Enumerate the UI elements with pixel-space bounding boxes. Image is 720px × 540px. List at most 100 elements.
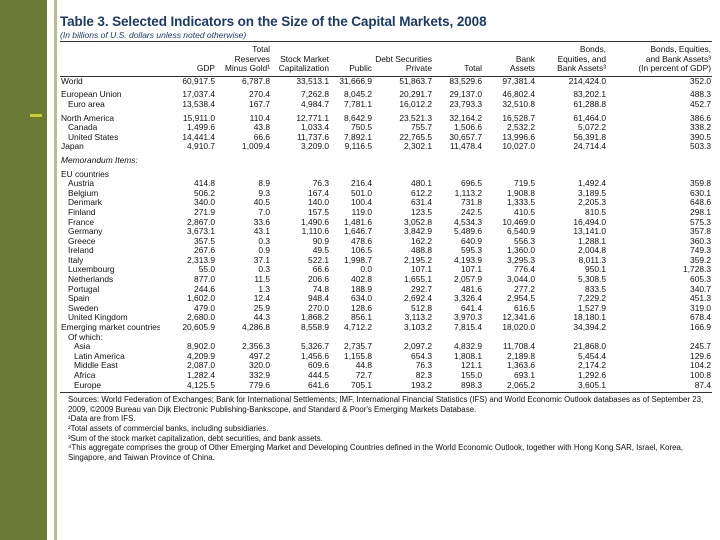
table-cell: 104.2 — [690, 361, 711, 371]
table-cell: 8,902.0 — [187, 342, 215, 352]
table-cell: 2,356.3 — [242, 342, 270, 352]
table-cell — [216, 333, 271, 343]
table-cell: 3,673.1 — [187, 227, 215, 237]
table-cell: 17,037.4 — [182, 89, 215, 100]
table-cell: 193.2 — [373, 380, 433, 394]
row-label: EU countries — [61, 168, 109, 179]
table-cell — [271, 152, 330, 166]
table-row: Belgium 506.2 9.3 167.4 501.0 612.2 1,113.2 1,9… — [60, 189, 712, 199]
table-cell: 2,195.2 — [404, 255, 432, 265]
col-header-l1 — [483, 40, 536, 55]
table-cell: 877.0 — [194, 275, 215, 285]
table-cell: 292.7 — [411, 284, 432, 294]
table-cell: 3,295.3 — [507, 255, 535, 265]
table-cell: 40.5 — [253, 198, 270, 208]
table-cell: 1,490.6 — [301, 217, 329, 227]
table-cell: 18,180.1 — [573, 313, 606, 323]
table-cell: 162.2 — [411, 236, 432, 246]
table-cell: 480.1 — [411, 179, 432, 189]
row-label: United Kingdom — [68, 313, 128, 323]
col-header-l1 — [330, 40, 373, 55]
table-cell: 755.7 — [411, 123, 432, 133]
table-cell: 5,489.6 — [454, 227, 482, 237]
table-row: Netherlands 877.0 11.5 206.6 402.8 1,655.1 2,0… — [60, 275, 712, 285]
table-row: Latin America 4,209.9 497.2 1,456.6 1,155.8 6… — [60, 352, 712, 362]
table-cell: 360.3 — [690, 236, 711, 246]
col-header-l1 — [271, 40, 330, 55]
table-cell: 1,655.1 — [404, 275, 432, 285]
table-cell — [536, 152, 607, 166]
table-cell: 44.3 — [253, 313, 270, 323]
col-header-l2: Debt Securities — [375, 54, 432, 64]
table-cell: 0.3 — [258, 236, 270, 246]
table-cell: 1,908.8 — [507, 188, 535, 198]
row-label: Europe — [60, 380, 160, 394]
table-cell: 2,532.2 — [507, 123, 535, 133]
sidebar-accent-stripe — [54, 0, 57, 540]
col-header-l3: Minus Gold¹ — [216, 64, 271, 77]
table-cell: 107.1 — [411, 265, 432, 275]
col-header-l3: (In percent of GDP) — [607, 64, 712, 77]
table-cell: 410.5 — [514, 207, 535, 217]
table-cell: 478.6 — [351, 236, 372, 246]
table-cell: 16,528.7 — [502, 112, 535, 123]
table-cell: 43.1 — [253, 227, 270, 237]
table-cell: 3,103.2 — [404, 323, 432, 333]
table-cell — [160, 333, 216, 343]
row-label: Germany — [68, 227, 103, 237]
table-cell: 2,087.0 — [187, 361, 215, 371]
table-cell: 4,534.3 — [454, 217, 482, 227]
table-cell: 23,793.3 — [449, 99, 482, 109]
table-cell: 270.0 — [308, 303, 329, 313]
table-cell: 90.9 — [312, 236, 329, 246]
table-row: Luxembourg 55.0 0.3 66.6 0.0 107.1 107.1 776.4 9… — [60, 265, 712, 275]
table-cell: 402.8 — [351, 275, 372, 285]
table-cell — [607, 333, 712, 343]
table-cell: 267.6 — [194, 246, 215, 256]
table-cell — [536, 166, 607, 180]
table-cell: 6,540.9 — [507, 227, 535, 237]
table-cell: 22,765.5 — [399, 132, 432, 142]
table-cell: 357.8 — [690, 227, 711, 237]
table-cell: 2,954.5 — [507, 294, 535, 304]
table-cell: 481.6 — [461, 284, 482, 294]
table-cell — [160, 166, 216, 180]
table-cell: 2,735.7 — [344, 342, 372, 352]
table-cell: 451.3 — [690, 294, 711, 304]
table-cell: 61,288.8 — [573, 99, 606, 109]
col-header-l2: Equities, and — [557, 54, 606, 64]
table-cell: 3,189.5 — [578, 188, 606, 198]
table-cell: 352.0 — [690, 76, 711, 86]
indicators-table: Total Bonds, Bonds, Equities, Reserves S… — [60, 40, 712, 394]
table-cell: 479.0 — [194, 303, 215, 313]
row-label: Euro area — [68, 99, 105, 109]
col-header-l3: Assets — [483, 64, 536, 77]
table-cell: 4,209.9 — [187, 351, 215, 361]
table-notes: Sources: World Federation of Exchanges; … — [60, 395, 712, 462]
table-cell: 3,113.2 — [404, 313, 432, 323]
row-label: Netherlands — [68, 275, 114, 285]
row-label: Italy — [68, 255, 84, 265]
table-cell: 3,044.0 — [507, 275, 535, 285]
table-row: Germany 3,673.1 43.1 1,110.6 1,646.7 3,842.9 5… — [60, 227, 712, 237]
table-cell: 8.9 — [258, 179, 270, 189]
table-cell: 43.8 — [253, 123, 270, 133]
table-cell: 16,494.0 — [573, 217, 606, 227]
row-label: Ireland — [68, 246, 94, 256]
table-cell: 157.5 — [308, 207, 329, 217]
table-cell — [433, 166, 483, 180]
table-cell: 501.0 — [351, 188, 372, 198]
table-cell: 87.4 — [607, 380, 712, 394]
table-cell — [433, 333, 483, 343]
col-header-l2: Reserves — [234, 54, 270, 64]
table-cell: 0.9 — [258, 246, 270, 256]
row-label: Sweden — [68, 303, 99, 313]
table-cell: 950.1 — [585, 265, 606, 275]
row-label: European Union — [61, 89, 122, 100]
table-cell: 1,998.7 — [344, 255, 372, 265]
table-cell: 696.5 — [461, 179, 482, 189]
table-cell: 29,137.0 — [449, 89, 482, 100]
table-cell: 2,057.9 — [454, 275, 482, 285]
table-cell — [536, 333, 607, 343]
table-cell: 4,712.2 — [344, 323, 372, 333]
